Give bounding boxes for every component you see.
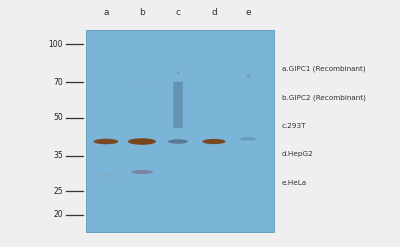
Text: a: a bbox=[103, 8, 109, 17]
Ellipse shape bbox=[202, 139, 226, 144]
Ellipse shape bbox=[134, 82, 150, 83]
Text: b.GIPC2 (Recombinant): b.GIPC2 (Recombinant) bbox=[282, 94, 366, 101]
Text: 70: 70 bbox=[53, 78, 63, 87]
Text: 100: 100 bbox=[48, 40, 63, 49]
Text: c: c bbox=[176, 8, 180, 17]
Text: e.HeLa: e.HeLa bbox=[282, 180, 307, 186]
Text: c.293T: c.293T bbox=[282, 123, 306, 129]
Ellipse shape bbox=[131, 170, 153, 174]
FancyBboxPatch shape bbox=[86, 30, 274, 232]
Ellipse shape bbox=[128, 138, 156, 145]
Text: a.GIPC1 (Recombinant): a.GIPC1 (Recombinant) bbox=[282, 66, 366, 72]
Text: 50: 50 bbox=[53, 113, 63, 122]
Text: d.HepG2: d.HepG2 bbox=[282, 151, 314, 157]
FancyBboxPatch shape bbox=[173, 82, 183, 128]
Ellipse shape bbox=[240, 137, 256, 141]
Ellipse shape bbox=[168, 139, 188, 144]
Ellipse shape bbox=[94, 139, 118, 144]
Text: b: b bbox=[139, 8, 145, 17]
Text: d: d bbox=[211, 8, 217, 17]
Text: 35: 35 bbox=[53, 151, 63, 160]
Ellipse shape bbox=[96, 174, 116, 177]
Text: e: e bbox=[245, 8, 251, 17]
Text: 25: 25 bbox=[53, 187, 63, 196]
Text: 20: 20 bbox=[53, 210, 63, 220]
